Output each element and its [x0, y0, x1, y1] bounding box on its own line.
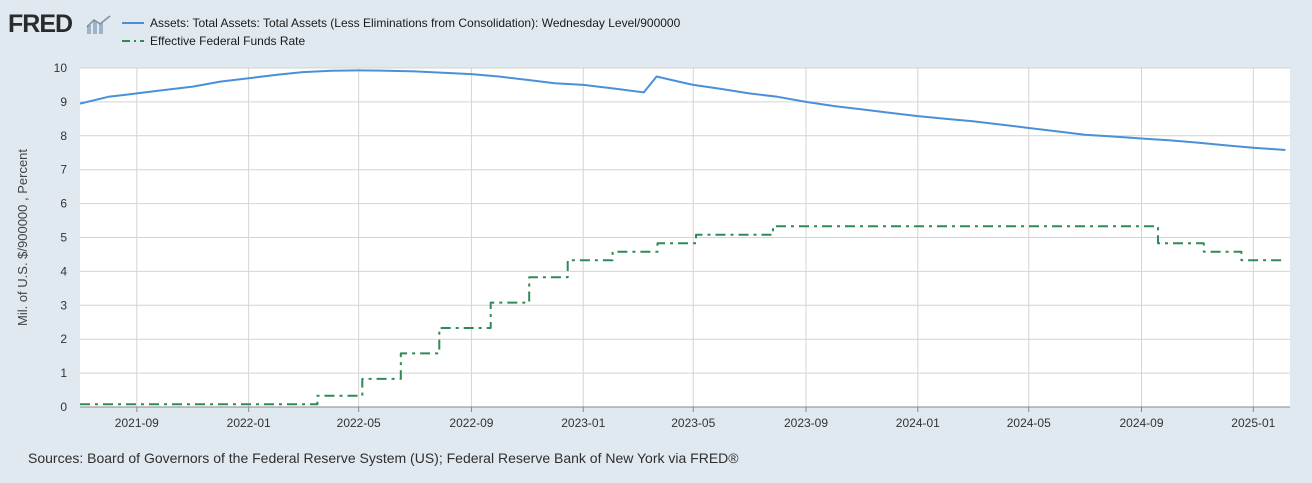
y-tick-label: 0 — [60, 400, 67, 414]
y-tick-label: 5 — [60, 231, 67, 245]
legend-swatch-dashed-line — [122, 40, 144, 42]
legend-label-fed-funds: Effective Federal Funds Rate — [150, 34, 306, 48]
series-line-fed-funds-rate[interactable] — [80, 225, 1286, 406]
fred-logo-chart-icon — [86, 15, 111, 34]
x-tick-label: 2023-05 — [671, 416, 715, 430]
legend-swatch-solid-line — [122, 22, 144, 24]
series-line-total-assets[interactable] — [79, 69, 1286, 151]
x-tick-label: 2022-05 — [337, 416, 381, 430]
y-tick-label: 6 — [60, 197, 67, 211]
y-tick-label: 4 — [60, 264, 67, 278]
y-tick-label: 8 — [60, 129, 67, 143]
y-tick-label: 1 — [60, 366, 67, 380]
legend-item-fed-funds[interactable]: Effective Federal Funds Rate — [122, 32, 680, 50]
y-tick-label: 10 — [54, 61, 68, 75]
x-tick-label: 2022-01 — [227, 416, 271, 430]
y-axis-label: Mil. of U.S. $/900000 , Percent — [15, 149, 30, 326]
x-tick-label: 2023-09 — [784, 416, 828, 430]
y-tick-label: 2 — [60, 332, 67, 346]
y-tick-label: 3 — [60, 298, 67, 312]
x-tick-label: 2022-09 — [449, 416, 493, 430]
sources-note: Sources: Board of Governors of the Feder… — [28, 450, 739, 466]
y-tick-label: 7 — [60, 163, 67, 177]
x-tick-label: 2024-09 — [1119, 416, 1163, 430]
fred-logo: FRED — [8, 10, 73, 38]
legend: Assets: Total Assets: Total Assets (Less… — [122, 14, 680, 50]
x-tick-label: 2021-09 — [115, 416, 159, 430]
x-tick-label: 2025-01 — [1231, 416, 1275, 430]
x-tick-label: 2024-05 — [1007, 416, 1051, 430]
y-tick-label: 9 — [60, 95, 67, 109]
x-tick-label: 2024-01 — [896, 416, 940, 430]
legend-item-assets[interactable]: Assets: Total Assets: Total Assets (Less… — [122, 14, 680, 32]
x-tick-label: 2023-01 — [561, 416, 605, 430]
legend-label-assets: Assets: Total Assets: Total Assets (Less… — [150, 16, 681, 30]
